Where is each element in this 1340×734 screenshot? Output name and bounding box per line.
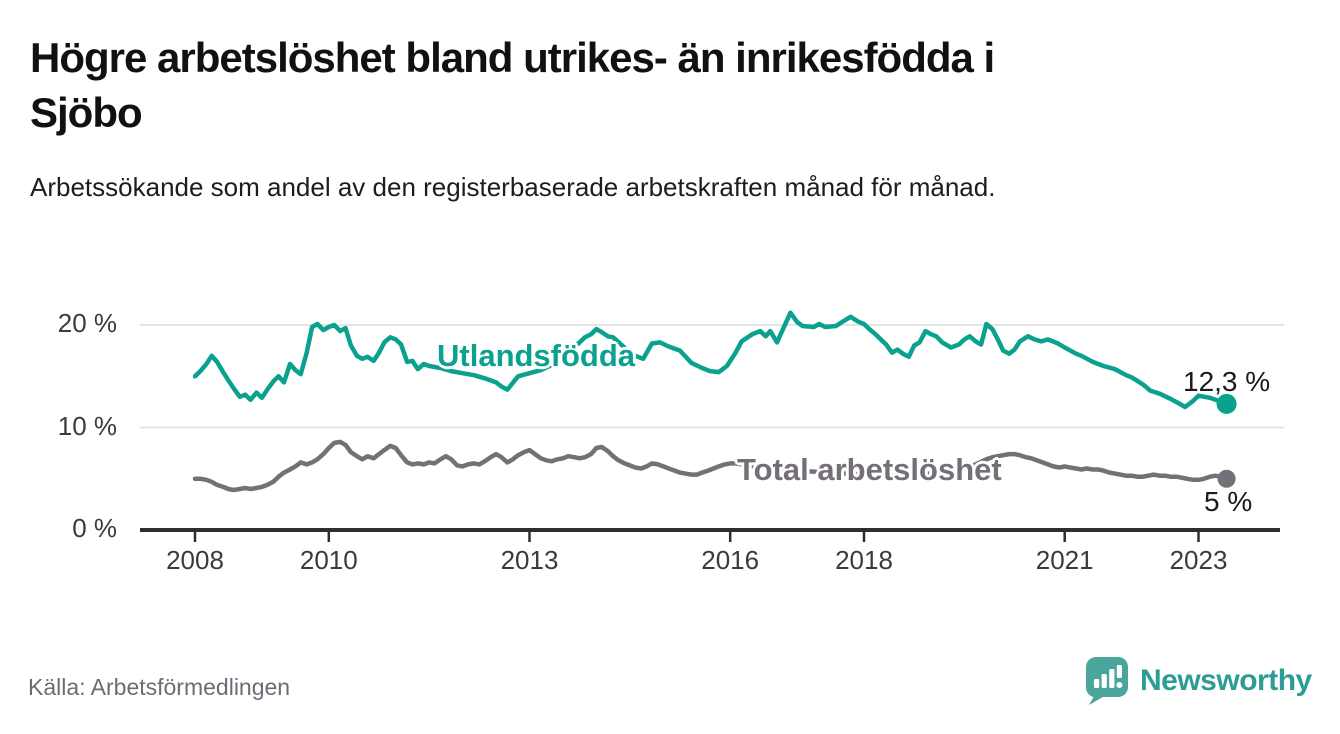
x-axis-tick-label-2010: 2010 (299, 545, 358, 575)
end-value-label-utlandsfodda: 12,3 % (1183, 366, 1271, 397)
y-axis-tick-label-20: 20 % (57, 308, 117, 338)
x-axis-tick-label-2018: 2018 (835, 545, 893, 575)
series-end-dot-total (1217, 469, 1236, 488)
series-end-dot-utlandsfodda (1216, 393, 1237, 414)
newsworthy-wordmark: Newsworthy (1140, 664, 1312, 697)
x-axis-tick-label-2008: 2008 (166, 545, 224, 575)
chart-subtitle: Arbetssökande som andel av den registerb… (30, 172, 996, 202)
x-axis-tick-label-2023: 2023 (1169, 545, 1228, 575)
page-title-line-1: Högre arbetslöshet bland utrikes- än inr… (30, 34, 995, 81)
x-axis-tick-label-2013: 2013 (500, 545, 559, 575)
series-line-total (192, 439, 1229, 493)
series-line-utlandsfodda (192, 310, 1229, 410)
x-axis-tick-label-2016: 2016 (701, 545, 760, 575)
y-axis-tick-label-0: 0 % (72, 513, 117, 543)
end-value-label-total: 5 % (1204, 486, 1253, 517)
series-label-total-arbetsloshet: Total arbetslöshet (737, 452, 1002, 487)
page-title-line-2: Sjöbo (30, 89, 143, 136)
x-axis-tick-label-2021: 2021 (1035, 545, 1094, 575)
newsworthy-logo[interactable]: Newsworthy (1084, 656, 1312, 706)
y-axis-tick-label-10: 10 % (57, 410, 117, 441)
newsworthy-bubble-icon (1085, 657, 1128, 705)
source-attribution: Källa: Arbetsförmedlingen (28, 674, 291, 700)
series-label-utlandsfodda: Utlandsfödda (437, 338, 636, 373)
